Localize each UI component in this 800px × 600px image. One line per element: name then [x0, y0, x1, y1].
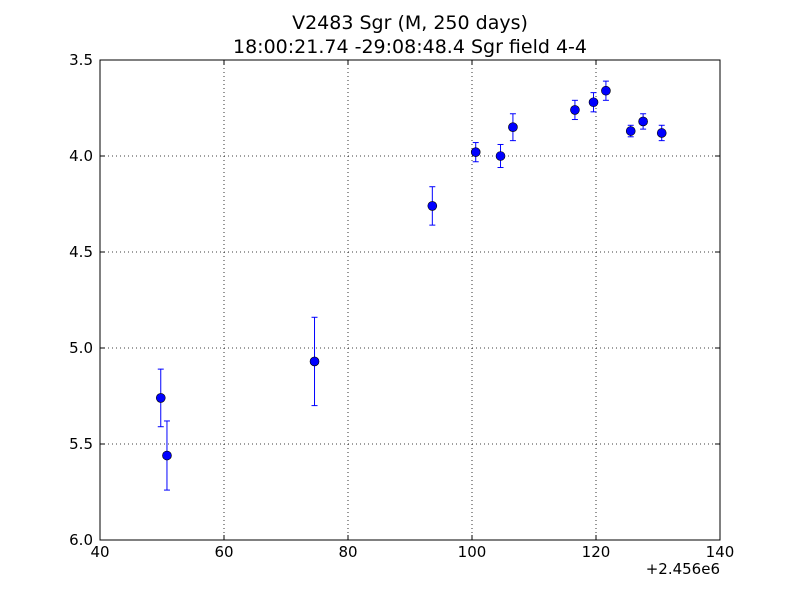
x-tick-label: 140 — [706, 543, 735, 561]
y-tick-label: 6.0 — [69, 531, 93, 549]
data-point — [570, 105, 580, 115]
x-tick-label: 40 — [90, 543, 109, 561]
data-point — [588, 97, 599, 108]
y-tick-labels: 3.5 4.0 4.5 5.0 5.5 6.0 — [69, 51, 93, 549]
x-tick-label: 80 — [338, 543, 357, 561]
error-bars — [157, 80, 665, 491]
grid-lines — [100, 60, 720, 540]
x-tick-label: 60 — [214, 543, 233, 561]
data-point — [427, 201, 438, 211]
data-point — [638, 116, 648, 127]
data-point — [470, 147, 481, 157]
x-offset-label: +2.456e6 — [646, 560, 720, 578]
x-tick-label: 100 — [458, 543, 487, 561]
x-tick-label: 120 — [582, 543, 611, 561]
y-tick-label: 4.0 — [69, 147, 93, 165]
data-point — [625, 126, 636, 136]
data-point — [508, 122, 518, 132]
y-tick-label: 4.5 — [69, 243, 93, 261]
y-tick-label: 5.0 — [69, 339, 93, 357]
data-point — [309, 356, 320, 367]
y-tick-label: 5.5 — [69, 435, 93, 453]
data-points — [155, 85, 667, 461]
data-point — [656, 128, 667, 138]
data-point — [162, 450, 172, 461]
data-point — [495, 151, 506, 161]
data-point — [601, 85, 611, 96]
y-tick-label: 3.5 — [69, 51, 93, 69]
plot-area-frame — [99, 59, 721, 541]
chart-subtitle: 18:00:21.74 -29:08:48.4 Sgr field 4-4 — [233, 36, 587, 58]
data-point — [155, 393, 166, 403]
chart-title: V2483 Sgr (M, 250 days) — [292, 12, 528, 34]
x-tick-labels: 40 60 80 100 120 140 — [90, 543, 734, 561]
